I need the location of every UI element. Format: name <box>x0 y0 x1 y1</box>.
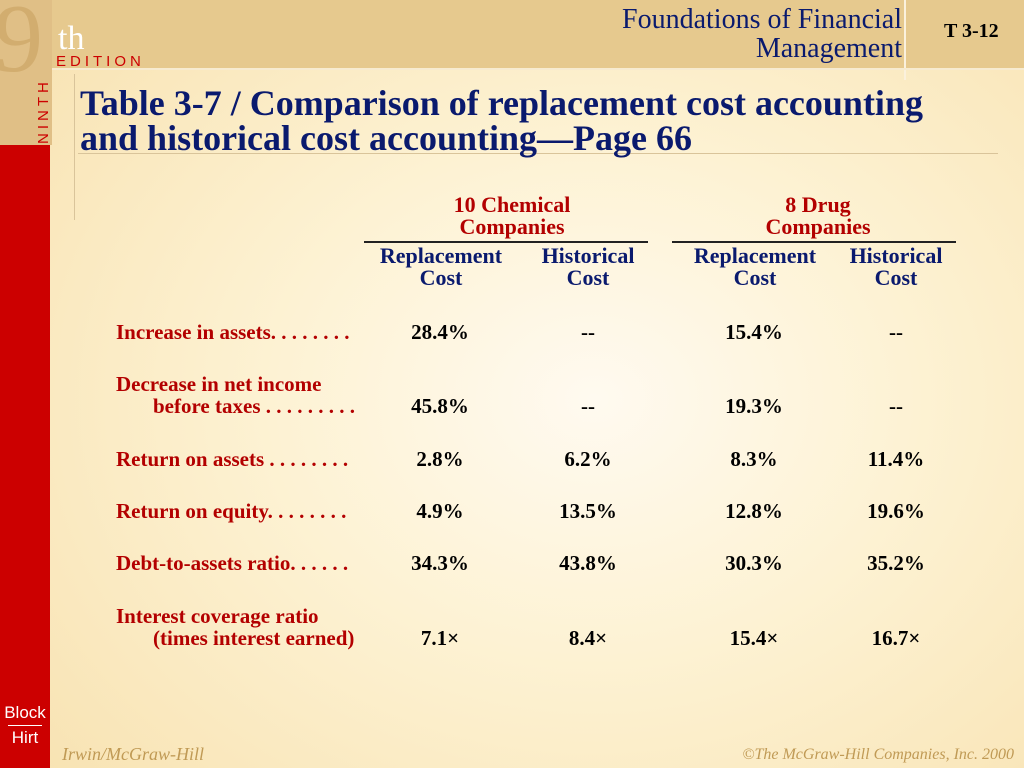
table-cell: 30.3% <box>725 551 783 575</box>
page-title-line1: Table 3-7 / Comparison of replacement co… <box>80 83 923 123</box>
row-label-return-on-equity: Return on equity. . . . . . . . <box>116 500 346 522</box>
table-cell: 8.4× <box>568 626 608 650</box>
book-title: Foundations of Financial Management <box>622 5 902 63</box>
table-cell: 15.4× <box>729 626 779 650</box>
group-header-line1: 8 Drug <box>785 192 851 217</box>
column-header-line1: Historical <box>849 243 943 268</box>
column-header: Replacement Cost <box>680 245 830 289</box>
row-label-text: Return on equity. . . . . . . . <box>116 499 347 523</box>
footer-copyright: ©The McGraw-Hill Companies, Inc. 2000 <box>742 746 1014 763</box>
edition-suffix: th <box>58 20 85 57</box>
table-cell: 6.2% <box>564 447 612 471</box>
row-label-text: Return on assets . . . . . . . . <box>116 447 349 471</box>
group-header-line2: Companies <box>765 214 871 239</box>
group-header-drug: 8 Drug Companies <box>718 194 918 238</box>
table-cell: 8.3% <box>730 447 778 471</box>
table-cell: 4.9% <box>416 499 464 523</box>
row-label-decrease-in-net-income: Decrease in net income before taxes . . … <box>116 373 355 417</box>
column-header: Replacement Cost <box>366 245 516 289</box>
header-underline <box>52 68 1024 70</box>
group-header-chemical: 10 Chemical Companies <box>412 194 612 238</box>
row-label-text-indent: before taxes . . . . . . . . . <box>153 394 355 418</box>
row-label-debt-to-assets: Debt-to-assets ratio. . . . . . <box>116 552 348 574</box>
column-header-line1: Replacement <box>379 243 503 268</box>
header-band <box>0 0 1024 68</box>
table-cell: 34.3% <box>411 551 469 575</box>
edition-word: EDITION <box>56 53 145 70</box>
table-cell: 2.8% <box>416 447 464 471</box>
book-title-line2: Management <box>755 33 902 64</box>
table-cell: -- <box>581 320 595 344</box>
column-header-line2: Cost <box>733 265 777 290</box>
row-label-return-on-assets: Return on assets . . . . . . . . <box>116 448 348 470</box>
row-label-interest-coverage: Interest coverage ratio (times interest … <box>116 605 354 649</box>
table-cell: -- <box>889 320 903 344</box>
left-red-band <box>0 68 50 768</box>
column-header-line2: Cost <box>566 265 610 290</box>
row-label-text: Increase in assets. . . . . . . . <box>116 320 350 344</box>
header-divider <box>904 0 906 80</box>
row-label-increase-in-assets: Increase in assets. . . . . . . . <box>116 321 350 343</box>
row-label-text: Interest coverage ratio <box>116 604 319 628</box>
logo-line2: Hirt <box>11 728 39 747</box>
title-rule-horizontal <box>78 153 998 154</box>
column-header-line1: Replacement <box>693 243 817 268</box>
group-header-line1: 10 Chemical <box>453 192 571 217</box>
table-cell: -- <box>889 394 903 418</box>
row-label-text-indent: (times interest earned) <box>153 626 355 650</box>
table-cell: 28.4% <box>411 320 469 344</box>
column-header-line2: Cost <box>419 265 463 290</box>
table-cell: 13.5% <box>559 499 617 523</box>
book-title-line1: Foundations of Financial <box>622 4 902 35</box>
edition-number: 9 <box>0 0 43 93</box>
row-label-text: Decrease in net income <box>116 372 322 396</box>
slide-id: T 3-12 <box>944 20 999 42</box>
row-label-text: Debt-to-assets ratio. . . . . . <box>116 551 349 575</box>
table-cell: 19.3% <box>725 394 783 418</box>
block-hirt-logo: Block Hirt <box>0 703 50 748</box>
table-cell: 43.8% <box>559 551 617 575</box>
left-band-top <box>0 0 52 145</box>
column-header-line1: Historical <box>541 243 635 268</box>
footer-publisher: Irwin/McGraw-Hill <box>62 744 204 764</box>
table-cell: 16.7× <box>871 626 921 650</box>
table-cell: 19.6% <box>867 499 925 523</box>
title-rule-vertical <box>74 74 75 220</box>
column-header-line2: Cost <box>874 265 918 290</box>
group-rule-drug <box>672 241 956 243</box>
page-title-line2: and historical cost accounting—Page 66 <box>80 118 692 158</box>
logo-line1: Block <box>4 703 46 722</box>
table-cell: -- <box>581 394 595 418</box>
logo-divider <box>8 725 42 726</box>
table-cell: 15.4% <box>725 320 783 344</box>
table-cell: 7.1× <box>420 626 460 650</box>
group-header-line2: Companies <box>459 214 565 239</box>
column-header: Historical Cost <box>834 245 958 289</box>
edition-vertical: NINTH <box>35 78 52 144</box>
table-cell: 35.2% <box>867 551 925 575</box>
table-cell: 45.8% <box>411 394 469 418</box>
column-header: Historical Cost <box>526 245 650 289</box>
table-cell: 12.8% <box>725 499 783 523</box>
group-rule-chemical <box>364 241 648 243</box>
page-title: Table 3-7 / Comparison of replacement co… <box>80 83 1020 158</box>
table-cell: 11.4% <box>867 447 925 471</box>
